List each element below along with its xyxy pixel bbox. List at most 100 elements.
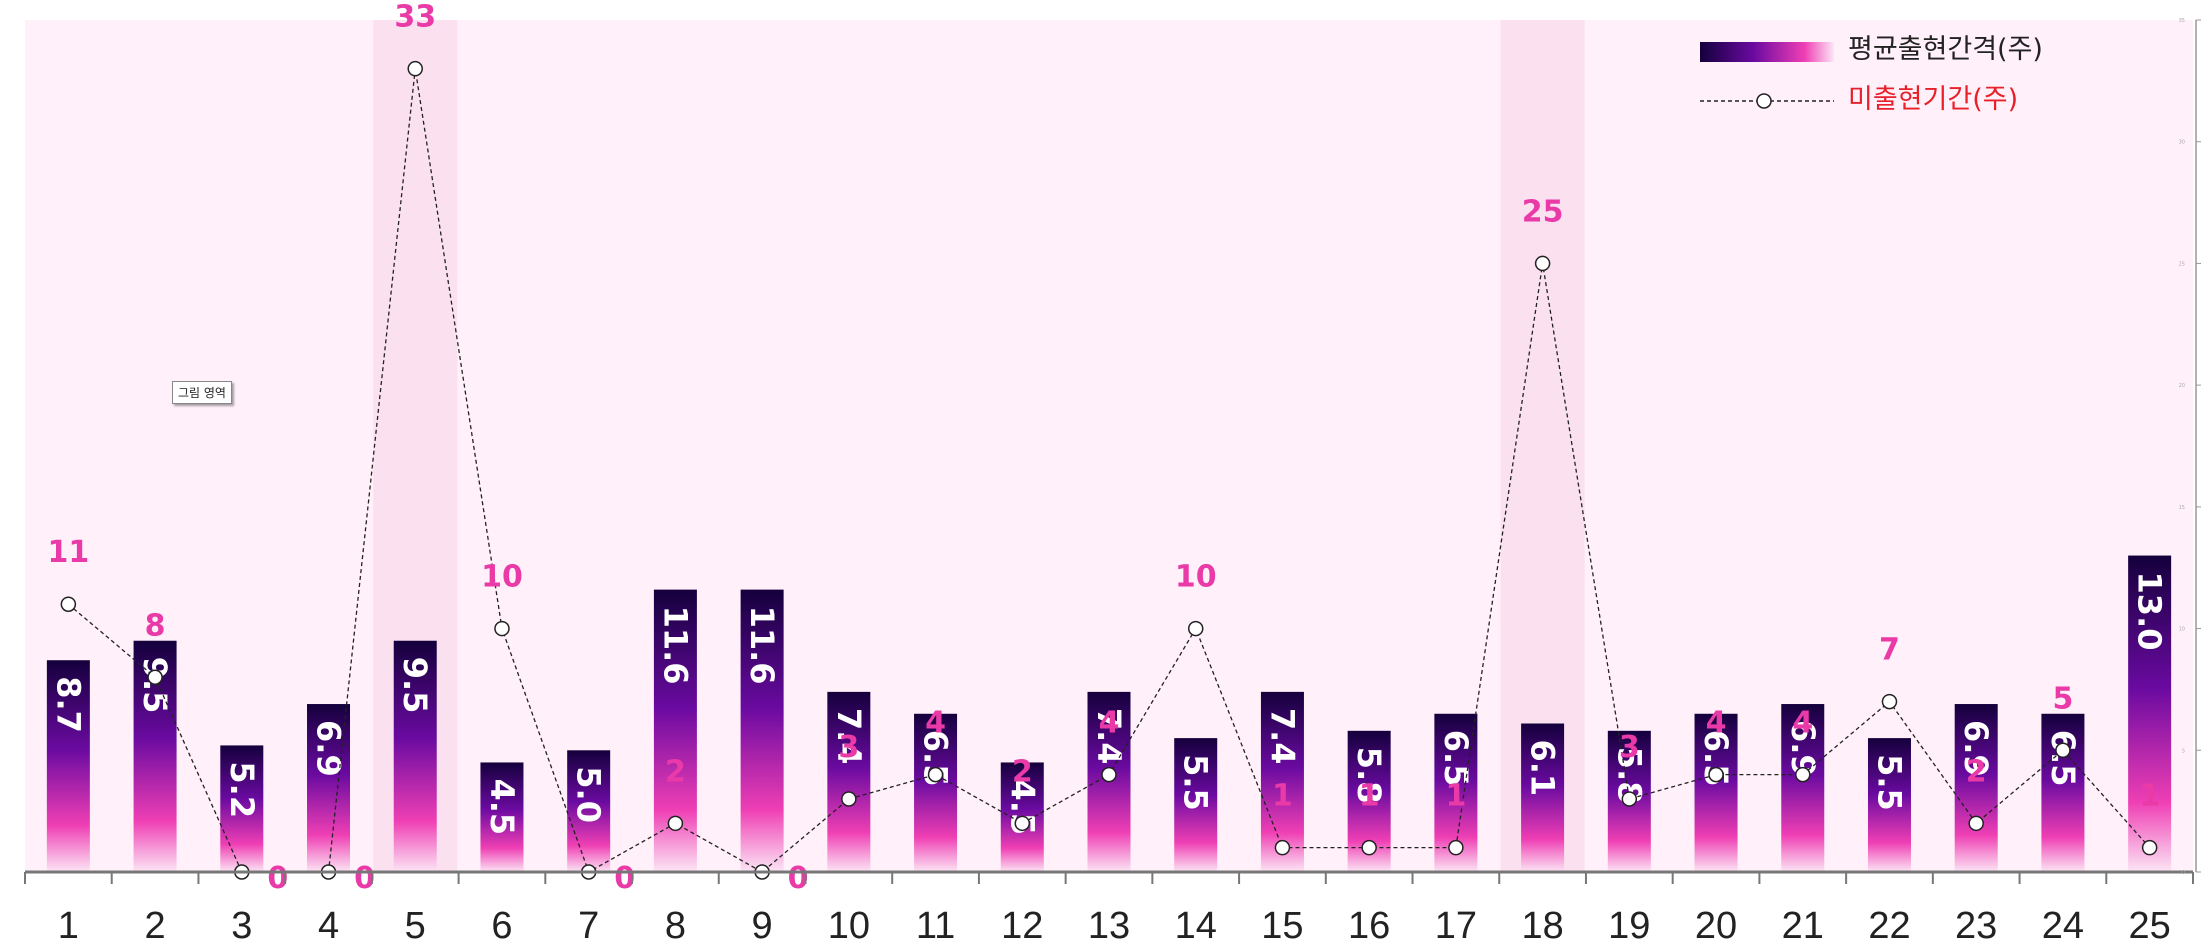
absence-label-10: 3	[838, 730, 859, 765]
bar-label-10: 7.4	[830, 708, 868, 765]
y-tick-label: 10	[2179, 627, 2185, 633]
absence-point-13	[1101, 766, 1117, 783]
bar-1	[46, 660, 90, 872]
x-tick-label-13: 13	[1088, 905, 1130, 946]
bar-6	[480, 762, 524, 872]
y-tick-label: 15	[2179, 505, 2185, 511]
bar-10	[827, 691, 871, 872]
bar-label-18: 6.1	[1524, 740, 1562, 797]
x-tick-label-10: 10	[828, 905, 870, 946]
absence-point-20	[1708, 766, 1724, 783]
y-tick-label: 20	[2179, 383, 2185, 389]
bar-24	[2041, 713, 2085, 872]
x-tick-label-19: 19	[1608, 905, 1650, 946]
absence-point-22	[1881, 693, 1898, 710]
x-tick-label-2: 2	[145, 905, 166, 946]
absence-point-21	[1795, 766, 1811, 783]
bar-label-16: 5.8	[1350, 747, 1388, 804]
bar-21	[1781, 704, 1825, 872]
absence-point-8	[667, 815, 684, 832]
x-tick-label-24: 24	[2042, 905, 2084, 946]
bar-label-23: 6.9	[1957, 720, 1995, 777]
x-tick-label-17: 17	[1435, 905, 1477, 946]
y-tick-label: 35	[2179, 18, 2185, 24]
absence-label-8: 2	[665, 754, 686, 789]
bar-11	[914, 713, 958, 872]
bar-label-17: 6.5	[1437, 730, 1475, 787]
x-tick-label-6: 6	[491, 905, 512, 946]
absence-label-5: 33	[394, 0, 436, 35]
absence-label-22: 7	[1879, 633, 1900, 668]
legend: 평균출현간격(주) 미출현기간(주)	[1700, 34, 2043, 115]
x-tick-label-15: 15	[1261, 905, 1303, 946]
bar-label-1: 8.7	[49, 676, 87, 733]
y-tick-label: 5	[2182, 748, 2185, 754]
bar-4	[307, 704, 351, 872]
x-tick-label-8: 8	[665, 905, 686, 946]
bar-label-5: 9.5	[396, 657, 434, 714]
absence-line	[60, 60, 2158, 880]
y-tick-label: 25	[2179, 261, 2185, 267]
absence-point-18	[1534, 255, 1551, 272]
absence-point-11	[927, 766, 944, 783]
absence-label-24: 5	[2052, 681, 2073, 716]
bar-label-24: 6.5	[2044, 730, 2082, 787]
x-tick-label-12: 12	[1001, 905, 1043, 946]
bar-label-22: 5.5	[1870, 754, 1908, 811]
absence-label-9: 0	[788, 861, 809, 896]
bar-label-2: 9.5	[136, 657, 174, 714]
absence-point-17	[1448, 839, 1464, 856]
bar-labels: 8.7 9.55.26.99.54.5 5.011.6 11.67.4 6.54.57.…	[49, 572, 2168, 836]
x-tick-label-25: 25	[2128, 905, 2170, 946]
absence-point-15	[1274, 839, 1291, 856]
absence-label-23: 2	[1966, 754, 1987, 789]
absence-point-6	[494, 620, 510, 637]
x-tick-label-14: 14	[1175, 905, 1217, 946]
bar-20	[1694, 713, 1738, 872]
bar-7	[567, 750, 611, 872]
bar-label-7: 5.0	[570, 766, 608, 823]
absence-point-10	[841, 791, 857, 807]
absence-point-16	[1361, 839, 1377, 856]
x-axis: 1 2 3 4 5 6 7 8 9 10 11 12 13 14 15 16 17 18 19 20 21 22 23 24 2…	[24, 870, 2194, 946]
absence-point-12	[1014, 815, 1031, 832]
absence-label-15: 1	[1272, 779, 1293, 814]
bar-14	[1174, 738, 1218, 872]
absence-label-18: 25	[1522, 194, 1564, 229]
absence-label-6: 10	[481, 560, 523, 595]
bar-25	[2128, 555, 2172, 872]
x-tick-label-9: 9	[752, 905, 773, 946]
absence-label-19: 3	[1619, 730, 1640, 765]
bar-3	[220, 745, 264, 872]
x-tick-label-11: 11	[916, 905, 955, 946]
absence-label-21: 4	[1792, 706, 1813, 741]
legend-line-marker	[1756, 93, 1772, 109]
absence-label-14: 10	[1175, 560, 1217, 595]
bar-22	[1867, 738, 1911, 872]
absence-label-20: 4	[1706, 706, 1727, 741]
absence-label-17: 1	[1445, 779, 1466, 814]
x-tick-label-16: 16	[1348, 905, 1390, 946]
bar-label-8: 11.6	[656, 606, 694, 685]
bar-label-4: 6.9	[310, 720, 348, 777]
bar-label-6: 4.5	[483, 778, 521, 835]
x-tick-label-18: 18	[1521, 905, 1563, 946]
plot-area-tooltip: 그림 영역	[172, 381, 232, 404]
y-tick-label: 30	[2179, 140, 2185, 146]
bar-label-3: 5.2	[223, 761, 261, 818]
bar-5	[393, 640, 437, 872]
absence-label-25: 1	[2139, 779, 2160, 814]
legend-bar-swatch	[1700, 42, 1834, 62]
x-tick-label-1: 1	[58, 905, 79, 946]
absence-point-24	[2055, 742, 2071, 759]
x-tick-label-4: 4	[318, 905, 339, 946]
absence-point-5	[407, 60, 423, 77]
x-tick-label-21: 21	[1782, 905, 1824, 946]
x-tick-label-20: 20	[1695, 905, 1737, 946]
bar-9	[740, 589, 784, 872]
absence-label-1: 11	[47, 535, 89, 570]
absence-point-19	[1621, 791, 1638, 807]
absence-label-4: 0	[354, 861, 375, 896]
